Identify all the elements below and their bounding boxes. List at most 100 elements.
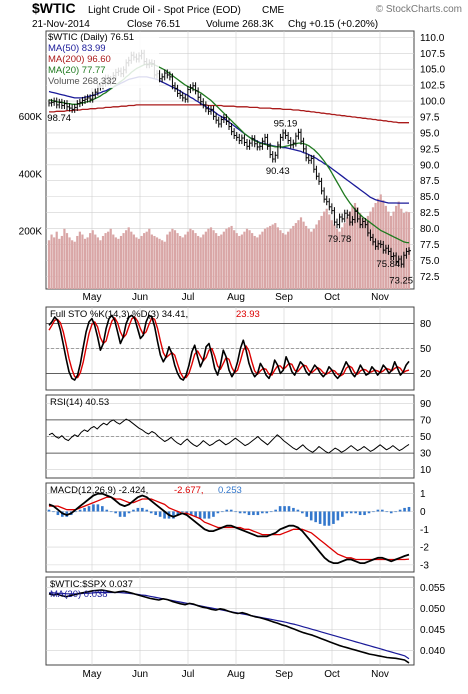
macd-histogram-bar [225,509,229,512]
volume-bar [281,233,285,289]
legend-entry: MA(20) 77.77 [48,65,106,76]
y-tick-label: 20 [420,369,432,380]
macd-histogram-bar [203,511,206,519]
volume-bar [86,237,89,289]
macd-histogram-bar [109,511,113,513]
y-tick-label: 10 [420,465,432,476]
volume-bar [233,230,236,289]
macd-histogram-bar [145,509,149,512]
volume-bar [104,233,107,289]
volume-bar [248,230,251,289]
volume-bar [197,235,200,289]
volume-bar [348,211,351,289]
volume-bar [305,225,308,289]
y-tick-label: 92.5 [420,144,440,155]
volume-bar [171,228,174,289]
volume-bar [155,237,159,289]
volume-bar [132,234,135,289]
y-tick-label: -2 [420,543,429,554]
volume-bar [81,234,84,289]
macd-histogram-bar [301,511,304,514]
volume-bar [294,223,297,289]
volume-bar [73,241,76,289]
volume-bar [323,211,326,289]
volume-bar [266,227,269,289]
volume-bar [148,228,151,289]
volume-bar [145,231,148,289]
price-annotation: 95.19 [274,119,298,130]
macd-histogram-bar [309,511,313,521]
volume-bar [163,241,166,289]
macd-histogram-bar [398,509,402,512]
y-tick-label: -3 [420,560,429,571]
x-tick-label: Nov [371,669,389,680]
x-tick-label: Oct [324,292,340,303]
macd-histogram-bar [363,511,366,516]
volume-bar [181,237,184,289]
y-tick-label: 80.0 [420,224,440,235]
volume-bar [150,234,153,289]
macd-histogram-bar [114,511,117,514]
volume-bar [263,228,267,289]
volume-bar [161,240,164,289]
volume-bar [202,234,205,289]
volume-bar [94,234,97,289]
rsi-panel: 10 30 50 70 90 RSI(14) 40.53 [45,394,432,479]
macd-histogram-bar [278,506,282,512]
volume-bar [356,207,359,289]
volume-bar [222,231,225,289]
volume-tick-label: 600K [19,112,43,123]
y-tick-label: 50 [420,432,432,443]
x-tick-label: Oct [324,669,340,680]
price-annotation: 90.43 [266,166,290,177]
legend-box [47,32,159,88]
volume-bar [65,233,69,289]
volume-bar [215,233,218,289]
volume-bar [359,213,362,289]
legend-entry: $WTIC:$SPX 0.037 [50,579,133,590]
macd-histogram-bar [176,511,180,516]
volume-bar [253,235,256,289]
volume-bar [310,231,313,289]
change-label: Chg +0.15 (+0.20%) [288,19,378,30]
y-tick-label: 30 [420,449,432,460]
macd-histogram-bar [207,511,211,519]
volume-bar [317,220,321,289]
volume-bar [53,237,56,289]
sto-k-line [48,314,410,381]
volume-bar [269,225,272,289]
macd-histogram-bar [194,511,197,517]
macd-histogram-bar [372,511,375,513]
legend-entry: 0.253 [218,485,242,496]
volume-bar [135,237,138,289]
volume-bar [83,238,87,289]
macd-histogram-bar [47,509,51,512]
macd-histogram-bar [216,511,220,514]
volume-bar [302,221,305,289]
macd-histogram-bar [136,507,140,512]
y-tick-label: 110.0 [420,33,445,44]
macd-histogram-bar [118,511,122,517]
volume-bar [101,235,105,289]
ratio-frame [45,576,415,666]
macd-histogram-bar [349,511,353,514]
macd-histogram-bar [332,511,335,524]
macd-histogram-bar [265,511,269,514]
volume-bar [60,235,63,289]
volume-bar [225,228,228,289]
macd-histogram-bar [229,509,233,512]
volume-bar [287,231,290,289]
symbol-title: $WTIC [32,0,76,16]
volume-bar [261,231,264,289]
y-tick-label: 1 [420,489,426,500]
macd-histogram-bar [292,507,295,512]
volume-bar [279,230,282,289]
stochastic-panel: 20 50 80 Full STO %K(14,3) %D(3) 34.41, 23.9… [45,306,432,391]
volume-bar [364,220,367,289]
volume-bar [78,231,81,289]
volume-bar [353,203,357,289]
volume-bar [230,225,233,289]
legend-entry: Volume 268,332 [48,76,117,87]
